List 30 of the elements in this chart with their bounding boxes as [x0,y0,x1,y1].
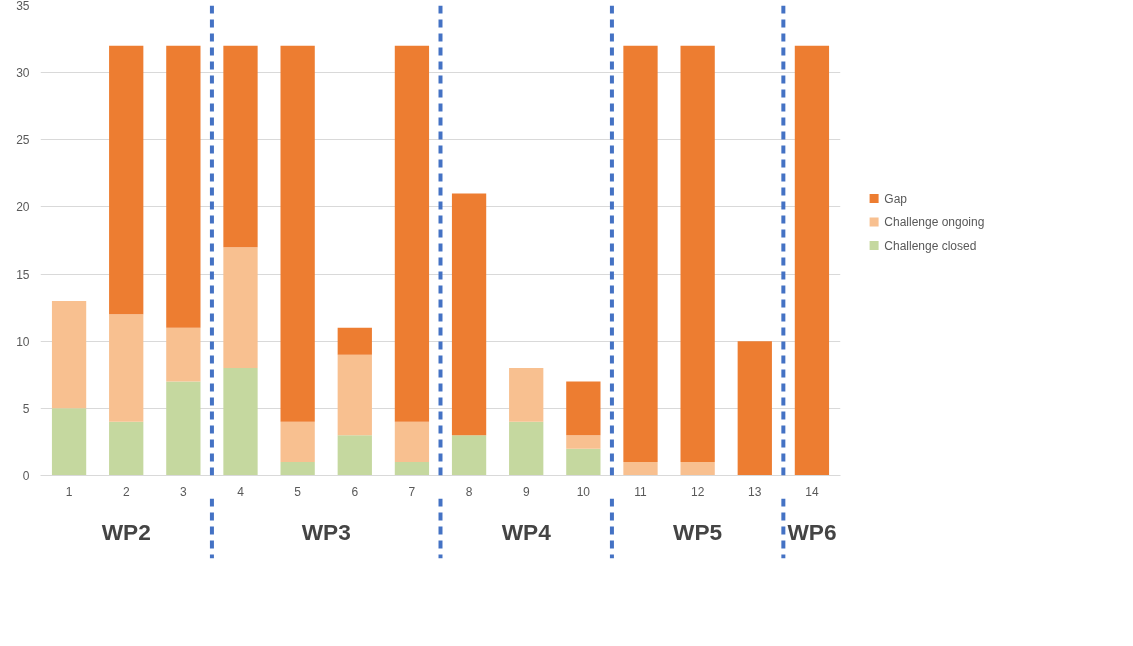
x-tick-label: 8 [465,484,473,499]
x-tick-label: 3 [180,484,188,499]
x-tick-label: 12 [690,484,705,499]
y-tick-label: 0 [22,469,30,483]
legend-label: Challenge ongoing [884,215,985,229]
x-tick-label: 6 [351,484,359,499]
y-tick-label: 5 [22,401,30,416]
y-tick-label: 10 [16,334,30,349]
x-tick-label: 7 [408,484,416,499]
x-tick-label: 9 [522,484,530,499]
text: WP6 [787,518,837,545]
x-tick-label: 13 [748,484,762,499]
x-tick-label: 4 [237,484,245,499]
text: WP2 [101,518,151,545]
x-tick-label: 5 [294,484,302,499]
text: WP5 [673,518,723,545]
y-tick-label: 30 [16,66,30,81]
x-tick-label: 2 [122,484,130,499]
legend-label: Gap [884,191,908,206]
x-tick-label: 1 [65,484,73,499]
y-tick-label: 25 [16,133,30,148]
legend-label: Challenge closed [884,238,977,253]
y-tick-label: 20 [16,200,30,215]
text: WP3 [301,518,351,545]
x-tick-label: 10 [576,484,591,499]
text: WP4 [501,518,552,545]
x-tick-label: 14 [805,484,819,499]
x-tick-label: 11 [634,484,648,499]
y-tick-label: 35 [16,0,30,13]
y-tick-label: 15 [16,267,30,282]
